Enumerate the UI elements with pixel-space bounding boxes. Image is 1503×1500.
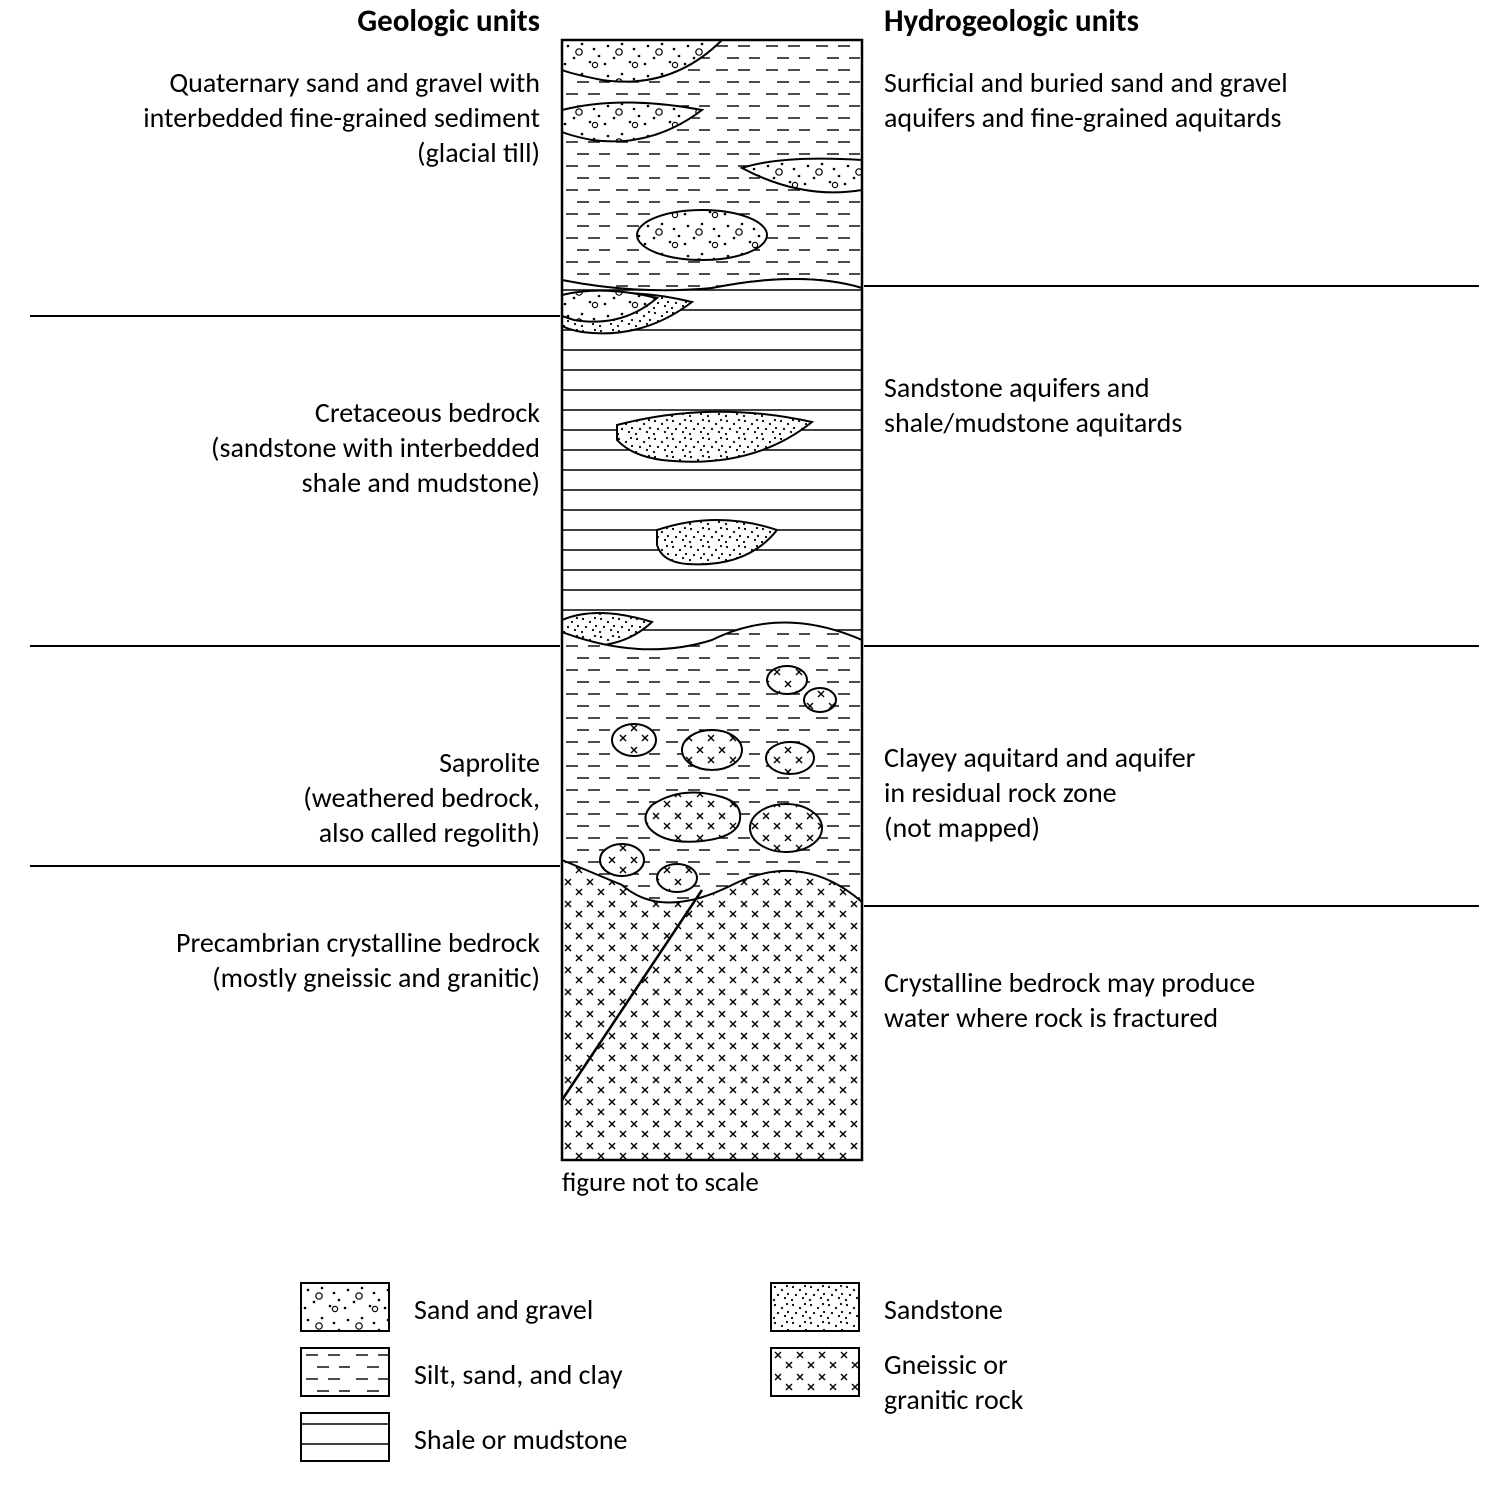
leader-right-2 <box>864 645 1479 647</box>
geo4-line1: Precambrian crystalline bedrock <box>40 925 540 960</box>
h4-line2: water where rock is fractured <box>884 1000 1255 1035</box>
legend-swatch-gneiss <box>770 1347 860 1397</box>
hydro-layer-4: Crystalline bedrock may produce water wh… <box>884 965 1255 1035</box>
h2-line2: shale/mudstone aquitards <box>884 405 1182 440</box>
header-geologic: Geologic units <box>60 2 540 40</box>
leader-left-2 <box>30 645 560 647</box>
legend-label-1: Sand and gravel <box>414 1292 593 1327</box>
leader-left-1 <box>30 315 560 317</box>
legend-swatch-silt <box>300 1347 390 1397</box>
h3-line3: (not mapped) <box>884 810 1195 845</box>
legend-label-2: Silt, sand, and clay <box>414 1357 623 1392</box>
hydro-layer-2: Sandstone aquifers and shale/mudstone aq… <box>884 370 1182 440</box>
legend-swatch-shale <box>300 1412 390 1462</box>
h1-line2: aquifers and fine-grained aquitards <box>884 100 1288 135</box>
geo2-line1: Cretaceous bedrock <box>40 395 540 430</box>
legend-swatch-sandgravel <box>300 1282 390 1332</box>
leader-right-1 <box>864 285 1479 287</box>
geo4-line2: (mostly gneissic and granitic) <box>40 960 540 995</box>
geo3-line3: also called regolith) <box>40 815 540 850</box>
geo3-line1: Saprolite <box>40 745 540 780</box>
legend-swatch-sandstone <box>770 1282 860 1332</box>
strat-column <box>560 38 864 1162</box>
legend-label-4: Sandstone <box>884 1292 1003 1327</box>
geo-layer-1: Quaternary sand and gravel with interbed… <box>40 65 540 170</box>
hydro-layer-1: Surficial and buried sand and gravel aqu… <box>884 65 1288 135</box>
geo1-line3: (glacial till) <box>40 135 540 170</box>
caption-not-to-scale: figure not to scale <box>562 1166 759 1200</box>
geo-layer-3: Saprolite (weathered bedrock, also calle… <box>40 745 540 850</box>
geo-layer-4: Precambrian crystalline bedrock (mostly … <box>40 925 540 995</box>
h2-line1: Sandstone aquifers and <box>884 370 1182 405</box>
h4-line1: Crystalline bedrock may produce <box>884 965 1255 1000</box>
geo2-line3: shale and mudstone) <box>40 465 540 500</box>
hydro-layer-3: Clayey aquitard and aquifer in residual … <box>884 740 1195 845</box>
geo3-line2: (weathered bedrock, <box>40 780 540 815</box>
leader-left-3 <box>30 865 560 867</box>
geo1-line2: interbedded fine-grained sediment <box>40 100 540 135</box>
geo2-line2: (sandstone with interbedded <box>40 430 540 465</box>
legend-label-5: Gneissic or granitic rock <box>884 1347 1023 1417</box>
h1-line1: Surficial and buried sand and gravel <box>884 65 1288 100</box>
header-hydro: Hydrogeologic units <box>884 2 1139 40</box>
geo-layer-2: Cretaceous bedrock (sandstone with inter… <box>40 395 540 500</box>
geo1-line1: Quaternary sand and gravel with <box>40 65 540 100</box>
h3-line2: in residual rock zone <box>884 775 1195 810</box>
h3-line1: Clayey aquitard and aquifer <box>884 740 1195 775</box>
leader-right-3 <box>864 905 1479 907</box>
legend-label-3: Shale or mudstone <box>414 1422 627 1457</box>
